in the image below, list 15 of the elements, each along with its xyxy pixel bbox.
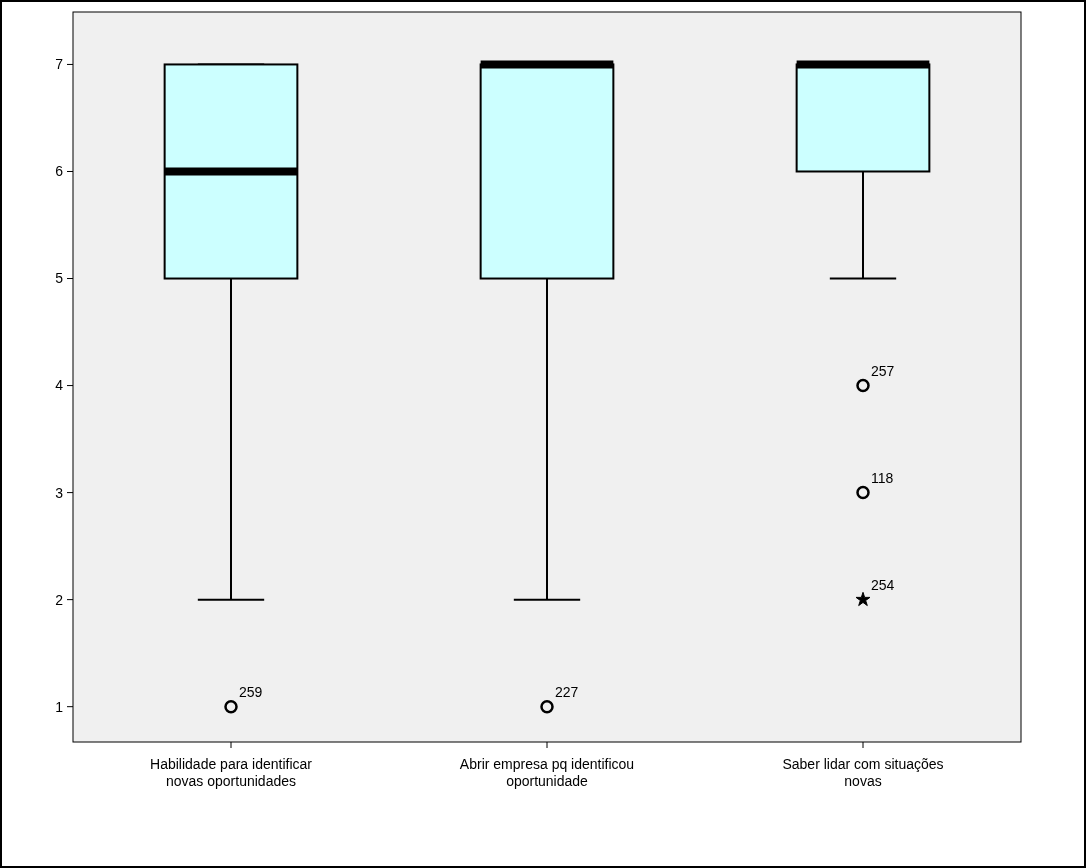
annotation: 259 — [239, 683, 263, 700]
x-tick-label: Abrir empresa pq identificou oportunidade — [459, 756, 635, 789]
y-tick-label: 3 — [55, 484, 64, 501]
annotation: 257 — [871, 362, 895, 379]
x-tick-label: Habilidade para identificar novas oportunidades — [150, 756, 313, 789]
annotation: 227 — [555, 683, 579, 700]
x-tick-label: Saber lidar com situações novas — [782, 756, 944, 789]
y-tick-label: 1 — [55, 698, 64, 715]
annotation: 118 — [871, 469, 894, 486]
y-tick-label: 6 — [55, 163, 64, 180]
y-tick-label: 5 — [55, 270, 64, 287]
annotation: 254 — [871, 576, 895, 593]
y-tick-label: 4 — [55, 377, 64, 394]
y-tick-label: 7 — [55, 56, 64, 73]
y-tick-label: 2 — [55, 591, 64, 608]
